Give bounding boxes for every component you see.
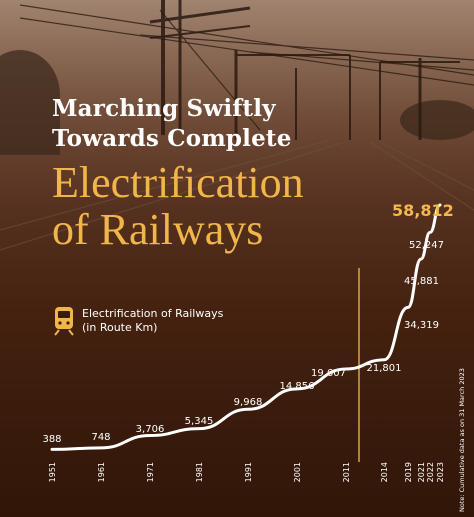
data-label: 21,801 xyxy=(367,363,402,374)
x-tick-label: 2011 xyxy=(342,462,351,482)
headline-line-1: Marching Swiftly xyxy=(52,95,276,122)
data-label: 5,345 xyxy=(185,416,214,427)
x-tick-label: 2019 xyxy=(404,462,413,482)
footnote: Note: Cumulative data as on 31 March 202… xyxy=(458,368,466,512)
data-label: 45,881 xyxy=(404,276,439,287)
series-line xyxy=(50,203,442,451)
legend-label: Electrification of Railways (in Route Km… xyxy=(82,307,282,335)
legend-label-line-1: Electrification of Railways xyxy=(82,307,224,320)
legend-label-line-2: (in Route Km) xyxy=(82,321,158,334)
data-label: 58,812 xyxy=(392,201,454,220)
overhead-masts xyxy=(149,0,460,140)
data-label: 3,706 xyxy=(136,424,165,435)
data-label: 14,856 xyxy=(280,381,315,392)
data-label: 52,247 xyxy=(409,240,444,251)
x-tick-label: 1971 xyxy=(146,462,155,482)
headline-line-4: of Railways xyxy=(52,205,264,254)
headline-line-2: Towards Complete xyxy=(52,125,292,152)
railway-background-photo xyxy=(0,0,474,290)
headline-line-3: Electrification xyxy=(52,158,304,207)
x-tick-label: 1981 xyxy=(195,462,204,482)
x-tick-label: 1951 xyxy=(48,462,57,482)
train-icon xyxy=(54,307,74,336)
data-label: 9,968 xyxy=(234,397,263,408)
x-tick-label: 2001 xyxy=(293,462,302,482)
x-tick-label: 1961 xyxy=(97,462,106,482)
data-label: 748 xyxy=(91,432,110,443)
x-tick-label: 2014 xyxy=(380,462,389,482)
x-tick-label: 1991 xyxy=(244,462,253,482)
data-label: 19,607 xyxy=(311,368,346,379)
x-tick-label: 2023 xyxy=(436,462,445,482)
data-label: 34,319 xyxy=(404,320,439,331)
data-label: 388 xyxy=(42,434,61,445)
x-tick-label: 2022 xyxy=(426,462,435,482)
rail-tracks xyxy=(0,139,474,251)
x-tick-label: 2021 xyxy=(417,462,426,482)
